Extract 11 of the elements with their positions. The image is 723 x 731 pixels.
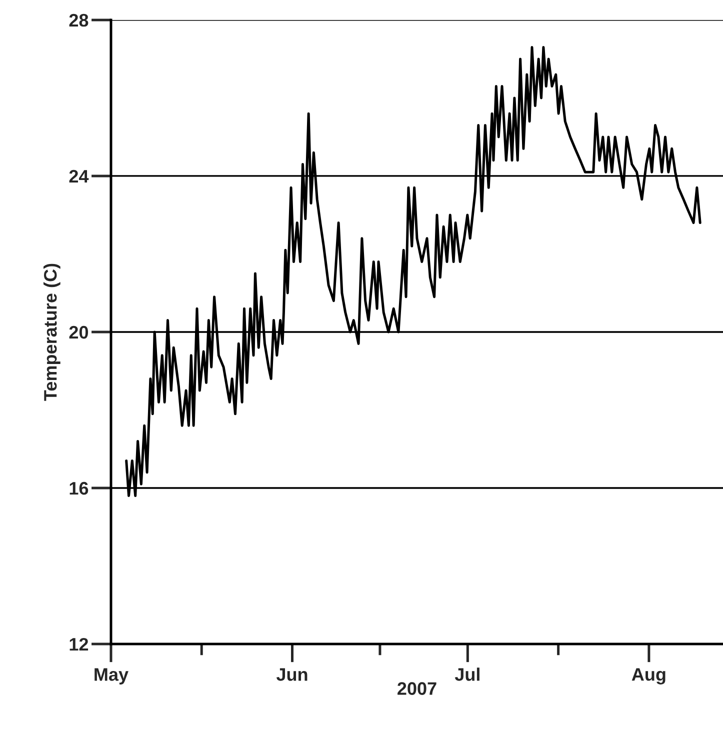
y-tick-label: 28: [69, 14, 88, 27]
x-axis-title: 2007: [398, 682, 436, 695]
x-tick-label: Jul: [454, 668, 480, 681]
y-tick-label: 16: [70, 482, 88, 495]
x-tick-label: May: [94, 668, 128, 684]
x-tick-label: Aug: [632, 668, 666, 684]
y-axis-title: Temperature (C): [44, 264, 60, 401]
y-tick-label: 20: [69, 326, 88, 339]
y-tick-label: 24: [69, 170, 89, 183]
y-tick-label: 12: [70, 638, 88, 651]
x-tick-label: Jun: [276, 668, 308, 681]
